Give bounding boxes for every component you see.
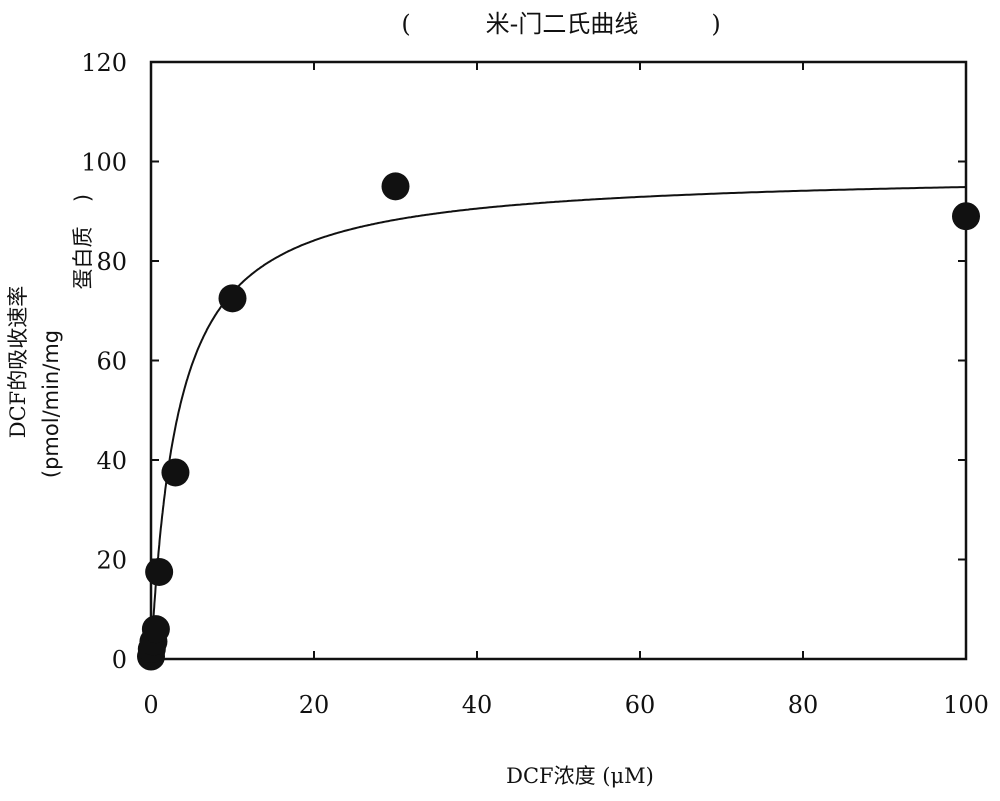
y-axis-tick-labels: 0 20 40 60 80 100 120 <box>81 49 127 674</box>
x-tick-label: 60 <box>625 691 656 719</box>
fit-curve <box>151 187 966 659</box>
y-axis-ticks <box>151 162 966 560</box>
x-axis-title: DCF浓度 (μM) <box>506 764 654 788</box>
data-point <box>382 172 410 200</box>
data-point <box>145 558 173 586</box>
y-tick-label: 40 <box>96 447 127 475</box>
x-tick-label: 80 <box>788 691 819 719</box>
chart-title-open-paren: ( <box>401 10 410 38</box>
y-tick-label: 60 <box>96 348 127 376</box>
y-tick-label: 120 <box>81 49 127 77</box>
data-point <box>142 615 170 643</box>
x-tick-label: 0 <box>143 691 158 719</box>
plot-frame <box>151 62 966 659</box>
x-axis-tick-labels: 0 20 40 60 80 100 <box>143 691 989 719</box>
y-tick-label: 80 <box>96 248 127 276</box>
y-tick-label: 0 <box>112 646 127 674</box>
data-point <box>219 284 247 312</box>
y-axis-title-line1: DCF的吸收速率 <box>6 286 30 438</box>
x-tick-label: 40 <box>462 691 493 719</box>
x-tick-label: 100 <box>943 691 989 719</box>
chart-title: 米-门二氏曲线 <box>486 10 639 38</box>
x-axis-ticks <box>314 62 803 659</box>
chart-title-close-paren: ) <box>711 10 720 38</box>
x-tick-label: 20 <box>299 691 330 719</box>
y-axis-title-close-paren: ) <box>71 194 95 202</box>
y-tick-label: 20 <box>96 547 127 575</box>
data-points <box>137 172 980 670</box>
data-point <box>952 202 980 230</box>
y-axis-title: DCF的吸收速率 (pmol/min/mg 蛋白质 ) <box>6 194 95 478</box>
y-axis-title-line2: (pmol/min/mg <box>39 330 63 478</box>
y-tick-label: 100 <box>81 149 127 177</box>
data-point <box>161 458 189 486</box>
y-axis-title-line3: 蛋白质 <box>71 227 95 290</box>
